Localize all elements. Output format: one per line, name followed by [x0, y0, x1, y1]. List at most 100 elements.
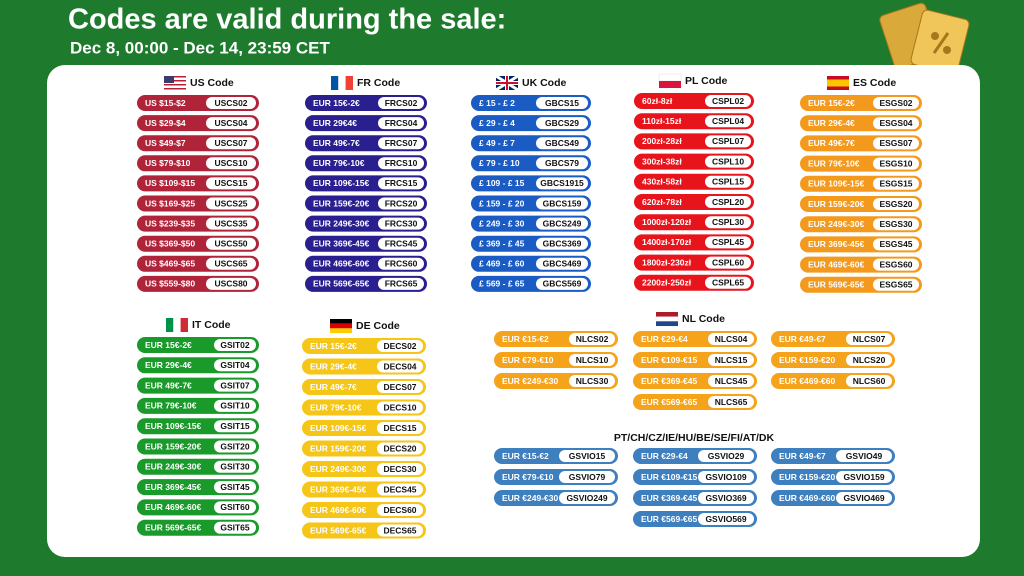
code-pill: EUR 569€-65€ GSIT65: [137, 519, 259, 536]
code-box: [836, 471, 892, 483]
code: GBCS569: [543, 279, 582, 289]
code-box: [705, 95, 751, 107]
code: NLCS45: [715, 376, 748, 386]
discount-label: £ 79 - £ 10: [479, 158, 520, 168]
code: FRCS10: [385, 158, 418, 168]
code: USCS04: [214, 118, 247, 128]
flag-stripe: [164, 88, 186, 90]
discount-label: EUR 469€-60€: [310, 505, 367, 515]
discount-label: EUR €369-€45: [641, 493, 698, 503]
code-box: [214, 339, 256, 351]
section-title: PL Code: [685, 75, 728, 87]
code-box: [206, 277, 256, 290]
code-pill: EUR 369€-45€ DECS45: [302, 481, 426, 498]
code-pill: 1400zł-170zł CSPL45: [634, 234, 754, 251]
code: DECS30: [383, 464, 416, 474]
code-box: [705, 155, 751, 168]
discount-label: US $469-$65: [145, 259, 195, 269]
ticket-icon: [879, 2, 970, 75]
code-pill: US $109-$15 USCS15: [137, 175, 259, 192]
code-box: [698, 513, 754, 525]
discount-label: 300zł-38zł: [642, 156, 682, 166]
discount-label: EUR €469-€60: [779, 376, 836, 386]
flag-band: [180, 318, 188, 332]
code-pill: EUR 79€-10€ GSIT10: [137, 397, 259, 414]
flag-cross: [496, 76, 518, 90]
code: GBCS15: [545, 98, 579, 108]
discount-label: EUR €469-€60: [779, 493, 836, 503]
code-pill: EUR €569-€65 GSVIO569: [633, 511, 757, 527]
code-box: [536, 277, 588, 290]
discount-label: £ 469 - £ 60: [479, 259, 525, 269]
code: CSPL10: [712, 156, 744, 166]
code: NLCS20: [853, 355, 886, 365]
code: DECS15: [383, 423, 416, 433]
discount-label: EUR €369-€45: [641, 376, 698, 386]
code-box: [873, 157, 919, 170]
flag-band: [656, 312, 678, 317]
flag-band: [656, 321, 678, 327]
discount-label: EUR 15€-2€: [145, 340, 192, 350]
code-pill: £ 159 - £ 20 GBCS159: [471, 195, 591, 212]
code-pill: EUR 469€-60€ ESGS60: [800, 256, 922, 273]
code: FRCS04: [385, 118, 418, 128]
discount-label: EUR 569€-65€: [808, 280, 865, 290]
section-title: NL Code: [682, 313, 725, 325]
code: CSPL20: [712, 197, 744, 207]
code: USCS80: [214, 279, 247, 289]
code-box: [569, 375, 615, 387]
code: USCS02: [214, 98, 247, 108]
code-box: [705, 256, 751, 269]
code-pill: US $29-$4 USCS04: [137, 115, 259, 132]
code-pill: EUR 249€-30€ GSIT30: [137, 458, 259, 475]
code-box: [206, 157, 256, 170]
code: GSVIO159: [843, 472, 884, 482]
discount-label: EUR 249€-30€: [310, 464, 367, 474]
code-box: [214, 440, 256, 453]
code: ESGS20: [879, 199, 912, 209]
discount-label: EUR 15€-2€: [310, 341, 357, 351]
discount-label: 620zł-78zł: [642, 197, 682, 207]
code-box: [378, 277, 424, 290]
code: ESGS60: [879, 259, 912, 269]
discount-label: EUR €15-€2: [502, 451, 549, 461]
code: USCS15: [214, 178, 247, 188]
code-pill: EUR €369-€45 GSVIO369: [633, 490, 757, 506]
flag-band: [166, 318, 174, 332]
code-box: [705, 135, 751, 148]
discount-label: £ 49 - £ 7: [479, 138, 515, 148]
code-pill: EUR 469€-60€ FRCS60: [305, 255, 427, 272]
code-box: [377, 401, 423, 414]
code: GSVIO469: [843, 493, 884, 503]
flag-canton: [164, 76, 174, 83]
code-pill: £ 249 - £ 30 GBCS249: [471, 215, 591, 232]
code-box: [698, 450, 754, 462]
code: FRCS15: [385, 178, 418, 188]
section-title: ES Code: [853, 77, 896, 89]
code-box: [559, 450, 615, 462]
code-pill: EUR €15-€2 GSVIO15: [494, 448, 618, 464]
code-box: [206, 217, 256, 230]
discount-label: EUR €79-€10: [502, 472, 554, 482]
code-section: PL Code 60zł-8zł CSPL02 110zł-15zł CSPL04 200…: [634, 73, 754, 291]
discount-label: EUR 469€-60€: [145, 502, 202, 512]
code: GSVIO109: [705, 472, 746, 482]
code-pill: EUR 29€-4€ ESGS04: [800, 115, 922, 132]
code: GSVIO369: [705, 493, 746, 503]
code-pill: EUR €249-€30 GSVIO249: [494, 490, 618, 506]
code-pill: EUR 369€-45€ GSIT45: [137, 479, 259, 496]
code-pill: US $559-$80 USCS80: [137, 275, 259, 292]
code-box: [378, 137, 424, 150]
code: DECS02: [383, 341, 416, 351]
code: DECS20: [383, 443, 416, 453]
discount-label: EUR 369€-45€: [808, 239, 865, 249]
code-pill: EUR €109-€15 NLCS15: [633, 352, 757, 368]
discount-label: EUR 109€-15€: [313, 178, 370, 188]
flag-stripe: [164, 80, 186, 82]
flag-band: [659, 81, 681, 88]
code-pill: EUR 469€-60€ DECS60: [302, 502, 426, 518]
code-box: [536, 217, 588, 230]
code-pill: EUR €159-€20 NLCS20: [771, 352, 895, 368]
discount-label: US $559-$80: [145, 279, 195, 289]
